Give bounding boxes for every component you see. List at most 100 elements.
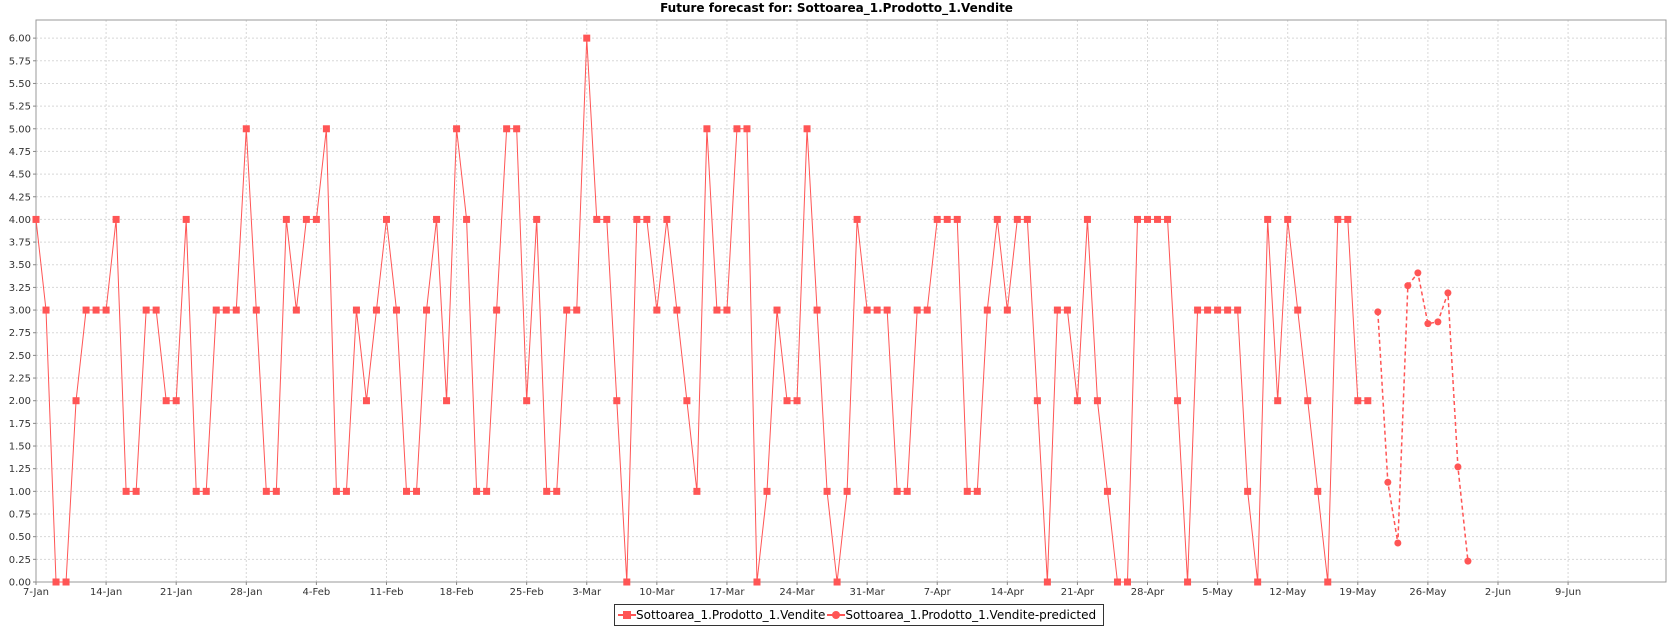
data-point-actual [1144,215,1152,223]
data-point-actual [242,125,250,133]
data-point-actual [1274,397,1282,405]
data-point-actual [342,487,350,495]
data-point-actual [1314,487,1322,495]
data-point-predicted [1374,308,1382,316]
data-point-actual [62,578,70,586]
data-point-actual [773,306,781,314]
data-point-actual [362,397,370,405]
x-tick-label: 10-Mar [639,587,675,598]
data-point-predicted [1394,539,1402,547]
x-tick-label: 25-Feb [510,587,544,598]
data-point-actual [1284,215,1292,223]
data-point-actual [1364,397,1372,405]
data-point-actual [152,306,160,314]
series-layer [32,34,1472,586]
data-point-actual [593,215,601,223]
data-point-actual [1023,215,1031,223]
data-point-actual [813,306,821,314]
data-point-actual [793,397,801,405]
data-point-actual [403,487,411,495]
data-point-actual [503,125,511,133]
y-tick-label: 0.50 [9,532,31,543]
data-point-actual [883,306,891,314]
data-point-actual [493,306,501,314]
data-point-actual [933,215,941,223]
x-tick-label: 24-Mar [779,587,815,598]
data-point-actual [92,306,100,314]
y-tick-label: 0.25 [9,555,31,566]
data-point-actual [252,306,260,314]
y-tick-label: 1.50 [9,442,31,453]
chart-title: Future forecast for: Sottoarea_1.Prodott… [660,1,1013,15]
data-point-actual [1174,397,1182,405]
y-tick-label: 2.75 [9,328,31,339]
data-point-actual [372,306,380,314]
y-tick-label: 3.50 [9,260,31,271]
data-point-predicted [1384,478,1392,486]
data-point-actual [473,487,481,495]
series-line-predicted [1377,271,1469,562]
data-point-actual [1194,306,1202,314]
data-point-actual [1013,215,1021,223]
y-tick-label: 6.00 [9,34,31,45]
data-point-actual [1063,306,1071,314]
data-point-actual [142,306,150,314]
data-point-actual [713,306,721,314]
y-tick-label: 5.50 [9,79,31,90]
data-point-actual [1264,215,1272,223]
y-tick-label: 2.50 [9,351,31,362]
data-point-actual [292,306,300,314]
y-tick-label: 0.00 [9,578,31,589]
x-tick-label: 12-May [1269,587,1306,598]
data-point-actual [853,215,861,223]
data-point-actual [753,578,761,586]
x-tick-label: 7-Jan [23,587,49,598]
data-point-actual [122,487,130,495]
data-point-actual [693,487,701,495]
data-point-actual [1164,215,1172,223]
data-point-actual [553,487,561,495]
data-point-actual [222,306,230,314]
data-point-actual [913,306,921,314]
data-point-actual [513,125,521,133]
data-point-actual [1184,578,1192,586]
y-tick-label: 4.00 [9,215,31,226]
data-point-actual [643,215,651,223]
data-point-actual [573,306,581,314]
x-tick-label: 19-May [1339,587,1376,598]
data-point-actual [1043,578,1051,586]
data-point-predicted [1414,269,1422,277]
data-point-actual [603,215,611,223]
data-point-predicted [1424,320,1432,328]
data-point-actual [1334,215,1342,223]
x-tick-label: 11-Feb [369,587,403,598]
data-point-actual [302,215,310,223]
data-point-predicted [1454,463,1462,471]
data-point-predicted [1404,282,1412,290]
data-point-actual [312,215,320,223]
data-point-actual [413,487,421,495]
data-point-actual [623,578,631,586]
data-point-predicted [1444,289,1452,297]
data-point-predicted [1464,557,1472,565]
data-point-actual [1214,306,1222,314]
data-point-actual [72,397,80,405]
data-point-actual [733,125,741,133]
x-tick-label: 28-Jan [230,587,262,598]
data-point-actual [1324,578,1332,586]
data-point-actual [483,487,491,495]
data-point-actual [923,306,931,314]
data-point-actual [42,306,50,314]
data-point-actual [322,125,330,133]
x-tick-label: 14-Apr [991,587,1025,598]
data-point-actual [563,306,571,314]
data-point-actual [32,215,40,223]
data-point-actual [633,215,641,223]
y-tick-label: 5.00 [9,124,31,135]
data-point-actual [1103,487,1111,495]
data-point-actual [262,487,270,495]
data-point-actual [823,487,831,495]
data-point-actual [82,306,90,314]
data-point-actual [973,487,981,495]
legend-item-actual: Sottoarea_1.Prodotto_1.Vendite [618,608,825,622]
